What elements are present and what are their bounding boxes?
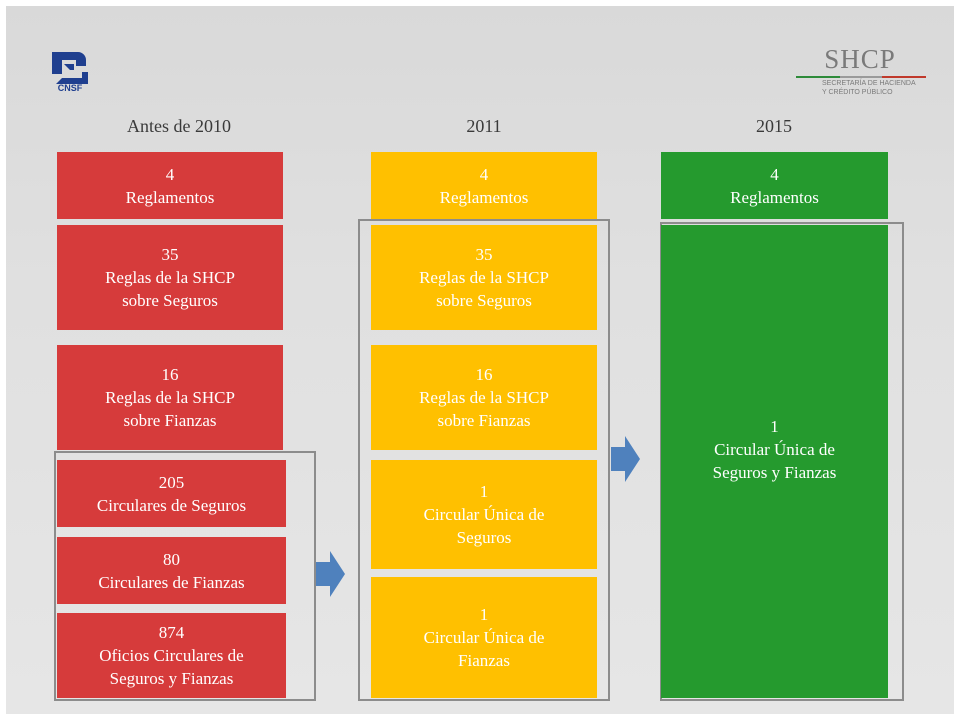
box-2011-circular-unica-seguros: 1 Circular Única de Seguros: [371, 460, 597, 569]
box-number: 874: [158, 623, 185, 642]
box-text: Circulares de Fianzas: [98, 572, 245, 592]
shcp-logo-stripe: [796, 76, 926, 78]
box-number: 35: [475, 245, 493, 264]
box-text: Seguros: [456, 528, 512, 547]
box-2010-reglamentos: 4 Reglamentos: [57, 152, 283, 219]
box-2010-circulares-fianzas: 80 Circulares de Fianzas: [57, 537, 286, 604]
box-2011-circular-unica-fianzas: 1 Circular Única de Fianzas: [371, 577, 597, 698]
shcp-logo-subtitle-2: Y CRÉDITO PÚBLICO: [822, 89, 893, 96]
box-text: sobre Seguros: [122, 291, 218, 310]
box-text: Reglas de la SHCP: [419, 268, 549, 287]
box-2011-reglamentos: 4 Reglamentos: [371, 152, 597, 219]
column-header-2015: 2015: [756, 116, 792, 136]
box-number: 4: [479, 164, 489, 184]
box-text: Seguros y Fianzas: [712, 463, 837, 482]
box-number: 80: [163, 549, 180, 569]
box-number: 4: [770, 164, 779, 184]
box-text: Reglas de la SHCP: [419, 388, 549, 407]
shcp-logo: SHCP SECRETARÍA DE HACIENDA Y CRÉDITO PÚ…: [790, 44, 930, 97]
group-frame-circulares-2010: [54, 451, 316, 701]
box-2011-reglas-seguros: 35 Reglas de la SHCP sobre Seguros: [371, 225, 597, 330]
box-number: 16: [475, 365, 493, 384]
box-2015-circular-unica: 1 Circular Única de Seguros y Fianzas: [661, 225, 888, 698]
box-2010-reglas-seguros: 35 Reglas de la SHCP sobre Seguros: [57, 225, 283, 330]
box-number: 1: [770, 417, 779, 436]
box-text: Oficios Circulares de: [99, 646, 244, 665]
box-number: 4: [165, 164, 175, 184]
column-header-antes-2010: Antes de 2010: [127, 116, 231, 136]
box-text: sobre Seguros: [436, 291, 532, 310]
box-number: 205: [158, 472, 185, 492]
arrow-right-icon: [316, 551, 345, 597]
box-text: sobre Fianzas: [437, 411, 531, 430]
box-text: Reglas de la SHCP: [105, 268, 235, 287]
box-2010-circulares-seguros: 205 Circulares de Seguros: [57, 460, 286, 527]
box-text: sobre Fianzas: [123, 411, 217, 430]
box-text: Circular Única de: [714, 440, 835, 459]
shcp-logo-title: SHCP: [824, 44, 896, 74]
box-text: Reglamentos: [730, 187, 819, 207]
box-text: Seguros y Fianzas: [109, 669, 234, 688]
box-2010-reglas-fianzas: 16 Reglas de la SHCP sobre Fianzas: [57, 345, 283, 450]
box-text: Reglamentos: [125, 187, 215, 207]
box-number: 35: [161, 245, 179, 264]
arrow-right-icon: [611, 436, 640, 482]
box-2015-reglamentos: 4 Reglamentos: [661, 152, 888, 219]
column-header-2011: 2011: [466, 116, 502, 136]
box-number: 16: [161, 365, 179, 384]
box-number: 1: [479, 482, 489, 501]
cnsf-logo-text: CNSF: [58, 83, 83, 92]
box-text: Circular Única de: [423, 628, 545, 647]
box-2010-oficios-circulares: 874 Oficios Circulares de Seguros y Fian…: [57, 613, 286, 698]
box-text: Circular Única de: [423, 505, 545, 524]
group-frame-2011: [358, 219, 610, 701]
box-text: Fianzas: [458, 651, 510, 670]
box-number: 1: [479, 605, 489, 624]
box-text: Circulares de Seguros: [96, 495, 247, 515]
cnsf-logo: CNSF: [46, 48, 94, 97]
shcp-logo-subtitle-1: SECRETARÍA DE HACIENDA: [822, 80, 916, 87]
box-2011-reglas-fianzas: 16 Reglas de la SHCP sobre Fianzas: [371, 345, 597, 450]
cnsf-emblem-icon: CNSF: [52, 52, 88, 93]
box-text: Reglamentos: [439, 187, 529, 207]
box-text: Reglas de la SHCP: [105, 388, 235, 407]
